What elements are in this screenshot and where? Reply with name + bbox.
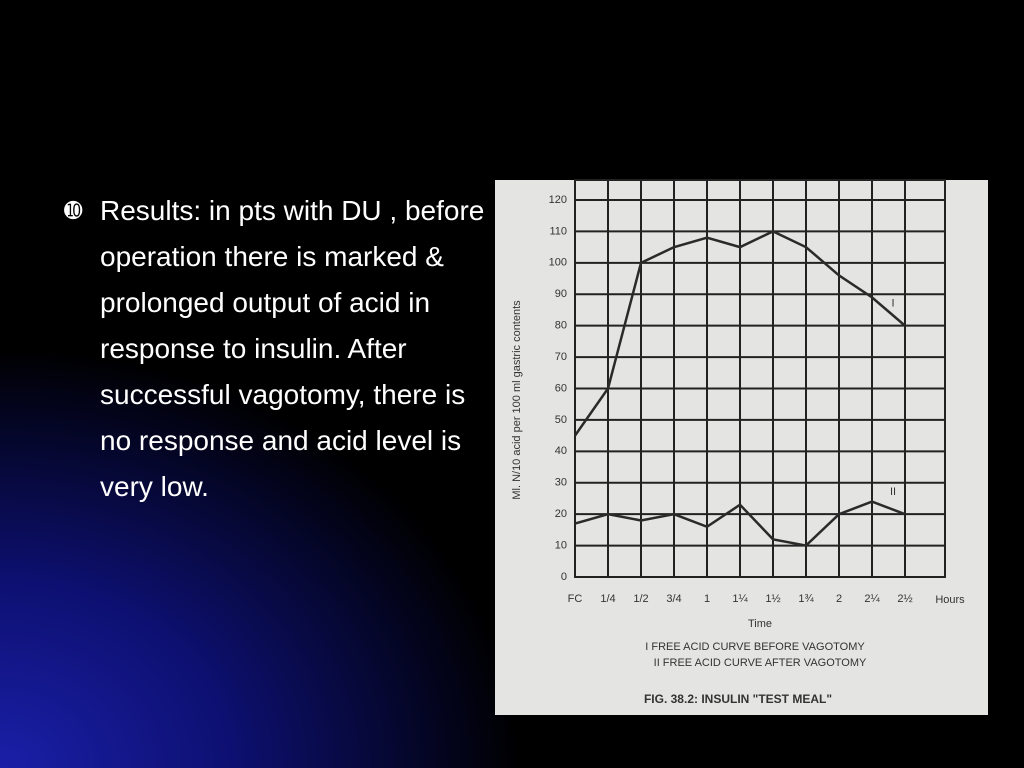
chart-image <box>495 180 988 715</box>
series-label: I <box>891 298 894 310</box>
x-tick-label: 2¼ <box>864 593 880 605</box>
y-tick-label: 80 <box>555 320 567 332</box>
x-tick-label: 1/2 <box>633 593 648 605</box>
x-tick-label: FC <box>568 593 583 605</box>
bullet-marker: ➓ <box>64 198 83 223</box>
y-tick-label: 0 <box>561 571 567 583</box>
series-line <box>573 230 906 437</box>
y-axis-label: Ml. N/10 acid per 100 ml gastric content… <box>511 300 523 500</box>
y-tick-label: 50 <box>555 414 567 426</box>
x-tick-label: 1¾ <box>798 593 814 605</box>
y-tick-label: 60 <box>555 382 567 394</box>
y-tick-label: 30 <box>555 477 567 489</box>
y-tick-label: 40 <box>555 445 567 457</box>
x-tick-label: 1½ <box>765 593 780 605</box>
x-unit: Hours <box>935 594 965 606</box>
x-tick-label: 1 <box>704 593 710 605</box>
x-tick-label: 3/4 <box>666 593 681 605</box>
legend-entry: II FREE ACID CURVE AFTER VAGOTOMY <box>654 657 867 669</box>
x-tick-label: 1/4 <box>600 593 615 605</box>
y-tick-label: 110 <box>549 225 567 237</box>
y-tick-label: 100 <box>549 257 567 269</box>
x-axis-label: Time <box>748 618 772 630</box>
series-label: II <box>890 486 896 498</box>
caption: FIG. 38.2: INSULIN "TEST MEAL" <box>644 692 832 706</box>
y-tick-label: 90 <box>555 288 567 300</box>
y-tick-label: 10 <box>555 539 567 551</box>
x-tick-label: 2 <box>836 593 842 605</box>
y-tick-label: 20 <box>555 508 567 520</box>
bullet-text: Results: in pts with DU , before operati… <box>100 195 485 502</box>
y-tick-label: 120 <box>549 194 567 206</box>
series-line <box>574 500 906 547</box>
y-tick-label: 70 <box>555 351 567 363</box>
x-tick-label: 1¼ <box>732 593 748 605</box>
x-tick-label: 2½ <box>897 593 912 605</box>
legend-entry: I FREE ACID CURVE BEFORE VAGOTOMY <box>645 641 865 653</box>
